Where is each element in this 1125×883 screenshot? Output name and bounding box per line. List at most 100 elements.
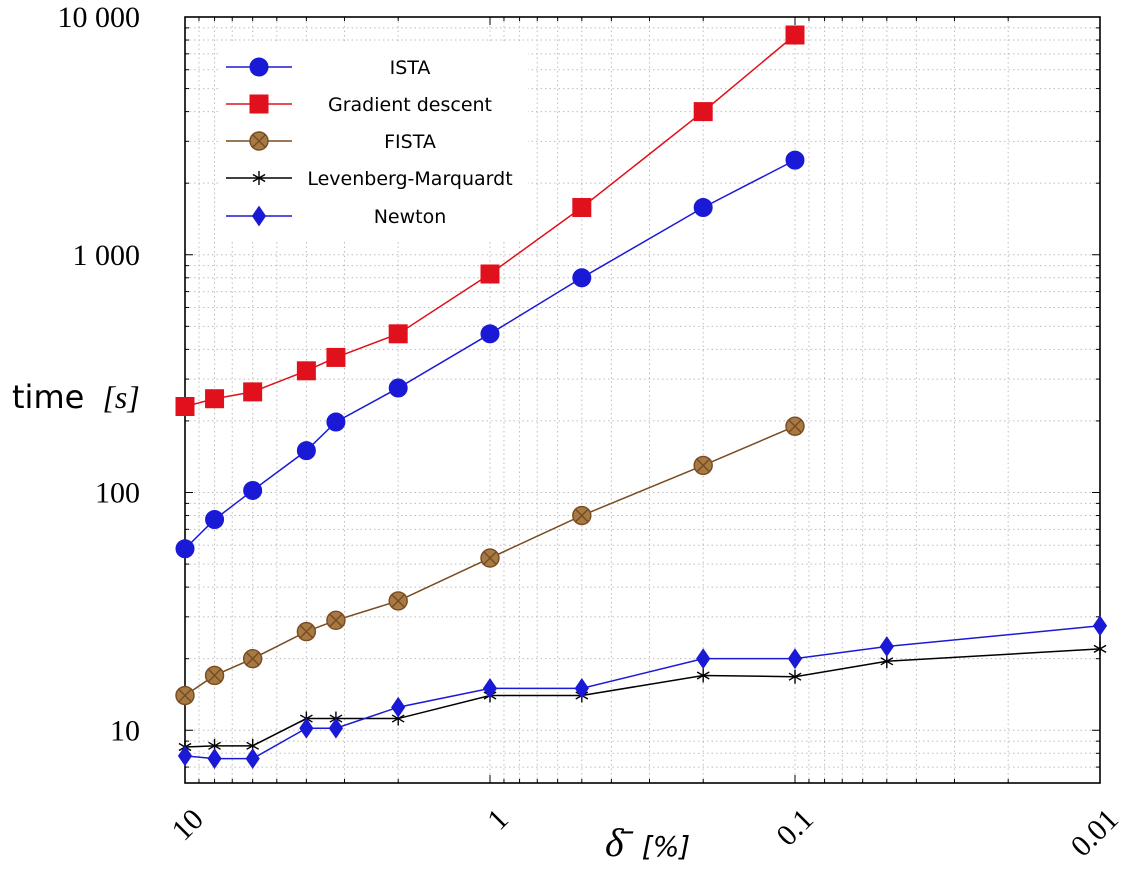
- data-point: [175, 539, 195, 559]
- series-line: [184, 425, 796, 697]
- data-point: [480, 264, 500, 284]
- marker-stroke: [391, 714, 405, 723]
- data-point: [242, 648, 263, 669]
- x-tick-label: 0.01: [1064, 803, 1124, 863]
- marker-cross: [575, 508, 589, 523]
- y-axis-title-unit: [s]: [102, 379, 139, 415]
- data-point: [175, 397, 195, 417]
- data-point: [249, 94, 269, 114]
- series-newton: [177, 615, 1108, 769]
- marker-stroke: [788, 672, 802, 681]
- data-point: [207, 748, 222, 769]
- legend-label: Gradient descent: [328, 94, 492, 116]
- data-point: [249, 57, 269, 77]
- data-point: [252, 171, 266, 185]
- marker-cross: [207, 668, 222, 683]
- data-point: [574, 678, 589, 699]
- series-line: [184, 625, 1101, 760]
- x-axis-title-symbol: δ̄: [605, 820, 634, 865]
- y-axis-title: time [s]: [12, 378, 140, 416]
- data-point: [480, 548, 500, 568]
- data-point: [326, 412, 346, 432]
- marker-cross: [299, 624, 314, 639]
- x-tick-label: 1: [481, 803, 515, 837]
- data-point: [693, 198, 713, 218]
- y-tick-label: 1 000: [73, 239, 141, 272]
- marker-stroke: [246, 741, 260, 750]
- data-point: [388, 324, 408, 344]
- series-gradient-descent: [175, 25, 805, 417]
- marker-stroke: [880, 657, 894, 666]
- data-point: [693, 102, 713, 122]
- marker-cross: [696, 458, 710, 473]
- data-point: [879, 636, 894, 657]
- legend-entry: Gradient descent: [226, 94, 492, 116]
- data-point: [785, 25, 805, 45]
- data-point: [205, 389, 225, 409]
- data-point: [1093, 641, 1107, 656]
- data-point: [245, 748, 260, 769]
- marker-cross: [483, 551, 497, 565]
- data-point: [572, 505, 592, 526]
- legend-label: FISTA: [384, 131, 436, 153]
- x-tick-label: 10: [165, 803, 210, 848]
- data-point: [326, 610, 346, 631]
- data-point: [785, 416, 805, 436]
- data-point: [204, 665, 225, 686]
- legend-entry: Newton: [226, 205, 447, 228]
- data-point: [572, 268, 592, 288]
- data-point: [175, 685, 195, 706]
- data-point: [296, 441, 316, 461]
- marker-stroke: [1093, 644, 1107, 653]
- axis-labels: time [s] δ̄ [%]: [12, 378, 690, 865]
- series-line: [184, 648, 1101, 748]
- data-point: [326, 347, 346, 367]
- data-point: [572, 198, 592, 218]
- legend-label: Newton: [374, 206, 447, 228]
- data-point: [388, 378, 408, 398]
- series-levenberg-marquardt: [178, 641, 1107, 755]
- legend-box: [218, 44, 528, 240]
- data-point: [785, 150, 805, 170]
- marker-cross: [788, 419, 802, 434]
- series-ista: [175, 150, 805, 559]
- data-point: [296, 361, 316, 381]
- data-point: [299, 717, 314, 739]
- axis-ticks: 10 100 1 000 10 000 10 1 0.1 0.01: [58, 1, 1125, 863]
- legend-entry: Levenberg-Marquardt: [226, 168, 513, 190]
- data-point: [696, 668, 710, 683]
- data-point: [391, 696, 406, 718]
- y-tick-label: 100: [95, 477, 140, 510]
- data-point: [388, 591, 408, 611]
- legend-entry: FISTA: [226, 131, 436, 153]
- x-axis-title: δ̄ [%]: [605, 820, 690, 865]
- data-point: [296, 621, 317, 642]
- data-point: [177, 745, 193, 767]
- marker-cross: [391, 594, 405, 608]
- data-point: [788, 669, 802, 684]
- data-point: [328, 717, 344, 739]
- marker-cross: [329, 613, 343, 628]
- data-point: [243, 382, 263, 402]
- series-line: [184, 34, 796, 408]
- marker-cross: [252, 134, 266, 148]
- data-point: [696, 648, 711, 670]
- marker-stroke: [252, 173, 266, 183]
- data-point: [1092, 615, 1108, 637]
- data-point: [693, 455, 713, 476]
- legend-label: ISTA: [390, 57, 431, 79]
- data-point: [482, 678, 498, 699]
- data-point: [249, 131, 269, 151]
- data-point: [205, 509, 225, 529]
- marker-cross: [245, 651, 260, 666]
- data-point: [787, 648, 803, 670]
- data-point: [243, 480, 263, 500]
- data-point: [480, 324, 500, 344]
- marker-cross: [178, 688, 192, 703]
- y-tick-label: 10: [110, 714, 140, 747]
- series-fista: [175, 416, 805, 706]
- legend: ISTA Gradient descent FISTA Levenberg-Marqu…: [218, 44, 528, 240]
- series-line: [184, 159, 796, 550]
- data-point: [251, 205, 267, 227]
